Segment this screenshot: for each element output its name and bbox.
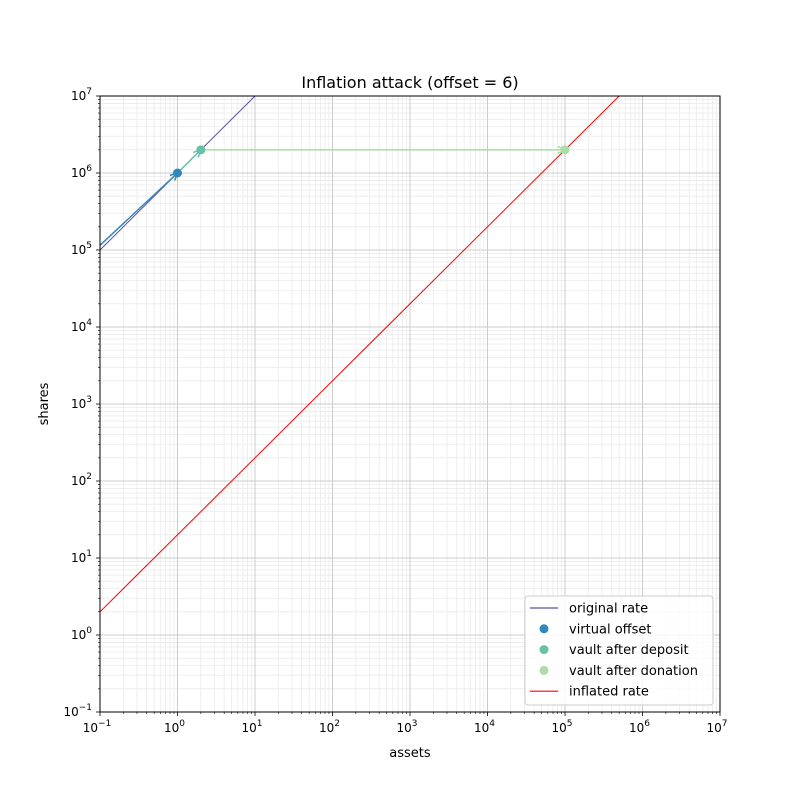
y-tick-label: 10−1 — [63, 703, 92, 719]
marks — [100, 96, 620, 613]
y-tick-label: 102 — [71, 472, 92, 488]
point-vault-after-donation — [560, 145, 570, 155]
ticks: 10−1 100 101 102 103 104 105 106 107 10−1 100 101 10… — [63, 87, 727, 735]
x-tick-label: 102 — [319, 719, 340, 735]
arrow-shaft — [100, 172, 179, 246]
y-tick-label: 107 — [71, 87, 92, 103]
y-tick-label: 100 — [71, 626, 92, 642]
series-line-inflated-rate — [100, 96, 620, 613]
legend-swatch-marker — [539, 645, 549, 655]
x-tick-label: 105 — [551, 719, 572, 735]
x-tick-label: 104 — [474, 719, 495, 735]
chart-title: Inflation attack (offset = 6) — [301, 73, 518, 92]
x-tick-label: 100 — [164, 719, 185, 735]
legend-label: vault after deposit — [569, 643, 689, 658]
legend-label: vault after donation — [569, 664, 698, 679]
x-tick-label: 101 — [241, 719, 262, 735]
x-tick-label: 106 — [629, 719, 650, 735]
legend-swatch-marker — [539, 624, 549, 634]
y-tick-label: 106 — [71, 164, 92, 180]
y-tick-label: 105 — [71, 241, 92, 257]
y-tick-label: 101 — [71, 549, 92, 565]
point-vault-after-deposit — [196, 145, 206, 155]
x-axis-label: assets — [389, 746, 431, 761]
legend-label: original rate — [569, 602, 648, 617]
y-tick-label: 103 — [71, 395, 92, 411]
y-tick-label: 104 — [71, 318, 92, 334]
legend-label: virtual offset — [569, 622, 651, 637]
legend-box — [524, 595, 714, 706]
x-tick-label: 10−1 — [83, 719, 112, 735]
x-tick-label: 107 — [706, 719, 727, 735]
legend-label: inflated rate — [569, 685, 649, 700]
arrow-shaft — [176, 149, 202, 174]
point-virtual-offset — [173, 168, 182, 178]
x-tick-label: 103 — [396, 719, 417, 735]
legend-swatch-marker — [539, 665, 549, 675]
legend: original rate virtual offset vault after d… — [524, 595, 714, 706]
y-axis-label: shares — [37, 382, 52, 425]
